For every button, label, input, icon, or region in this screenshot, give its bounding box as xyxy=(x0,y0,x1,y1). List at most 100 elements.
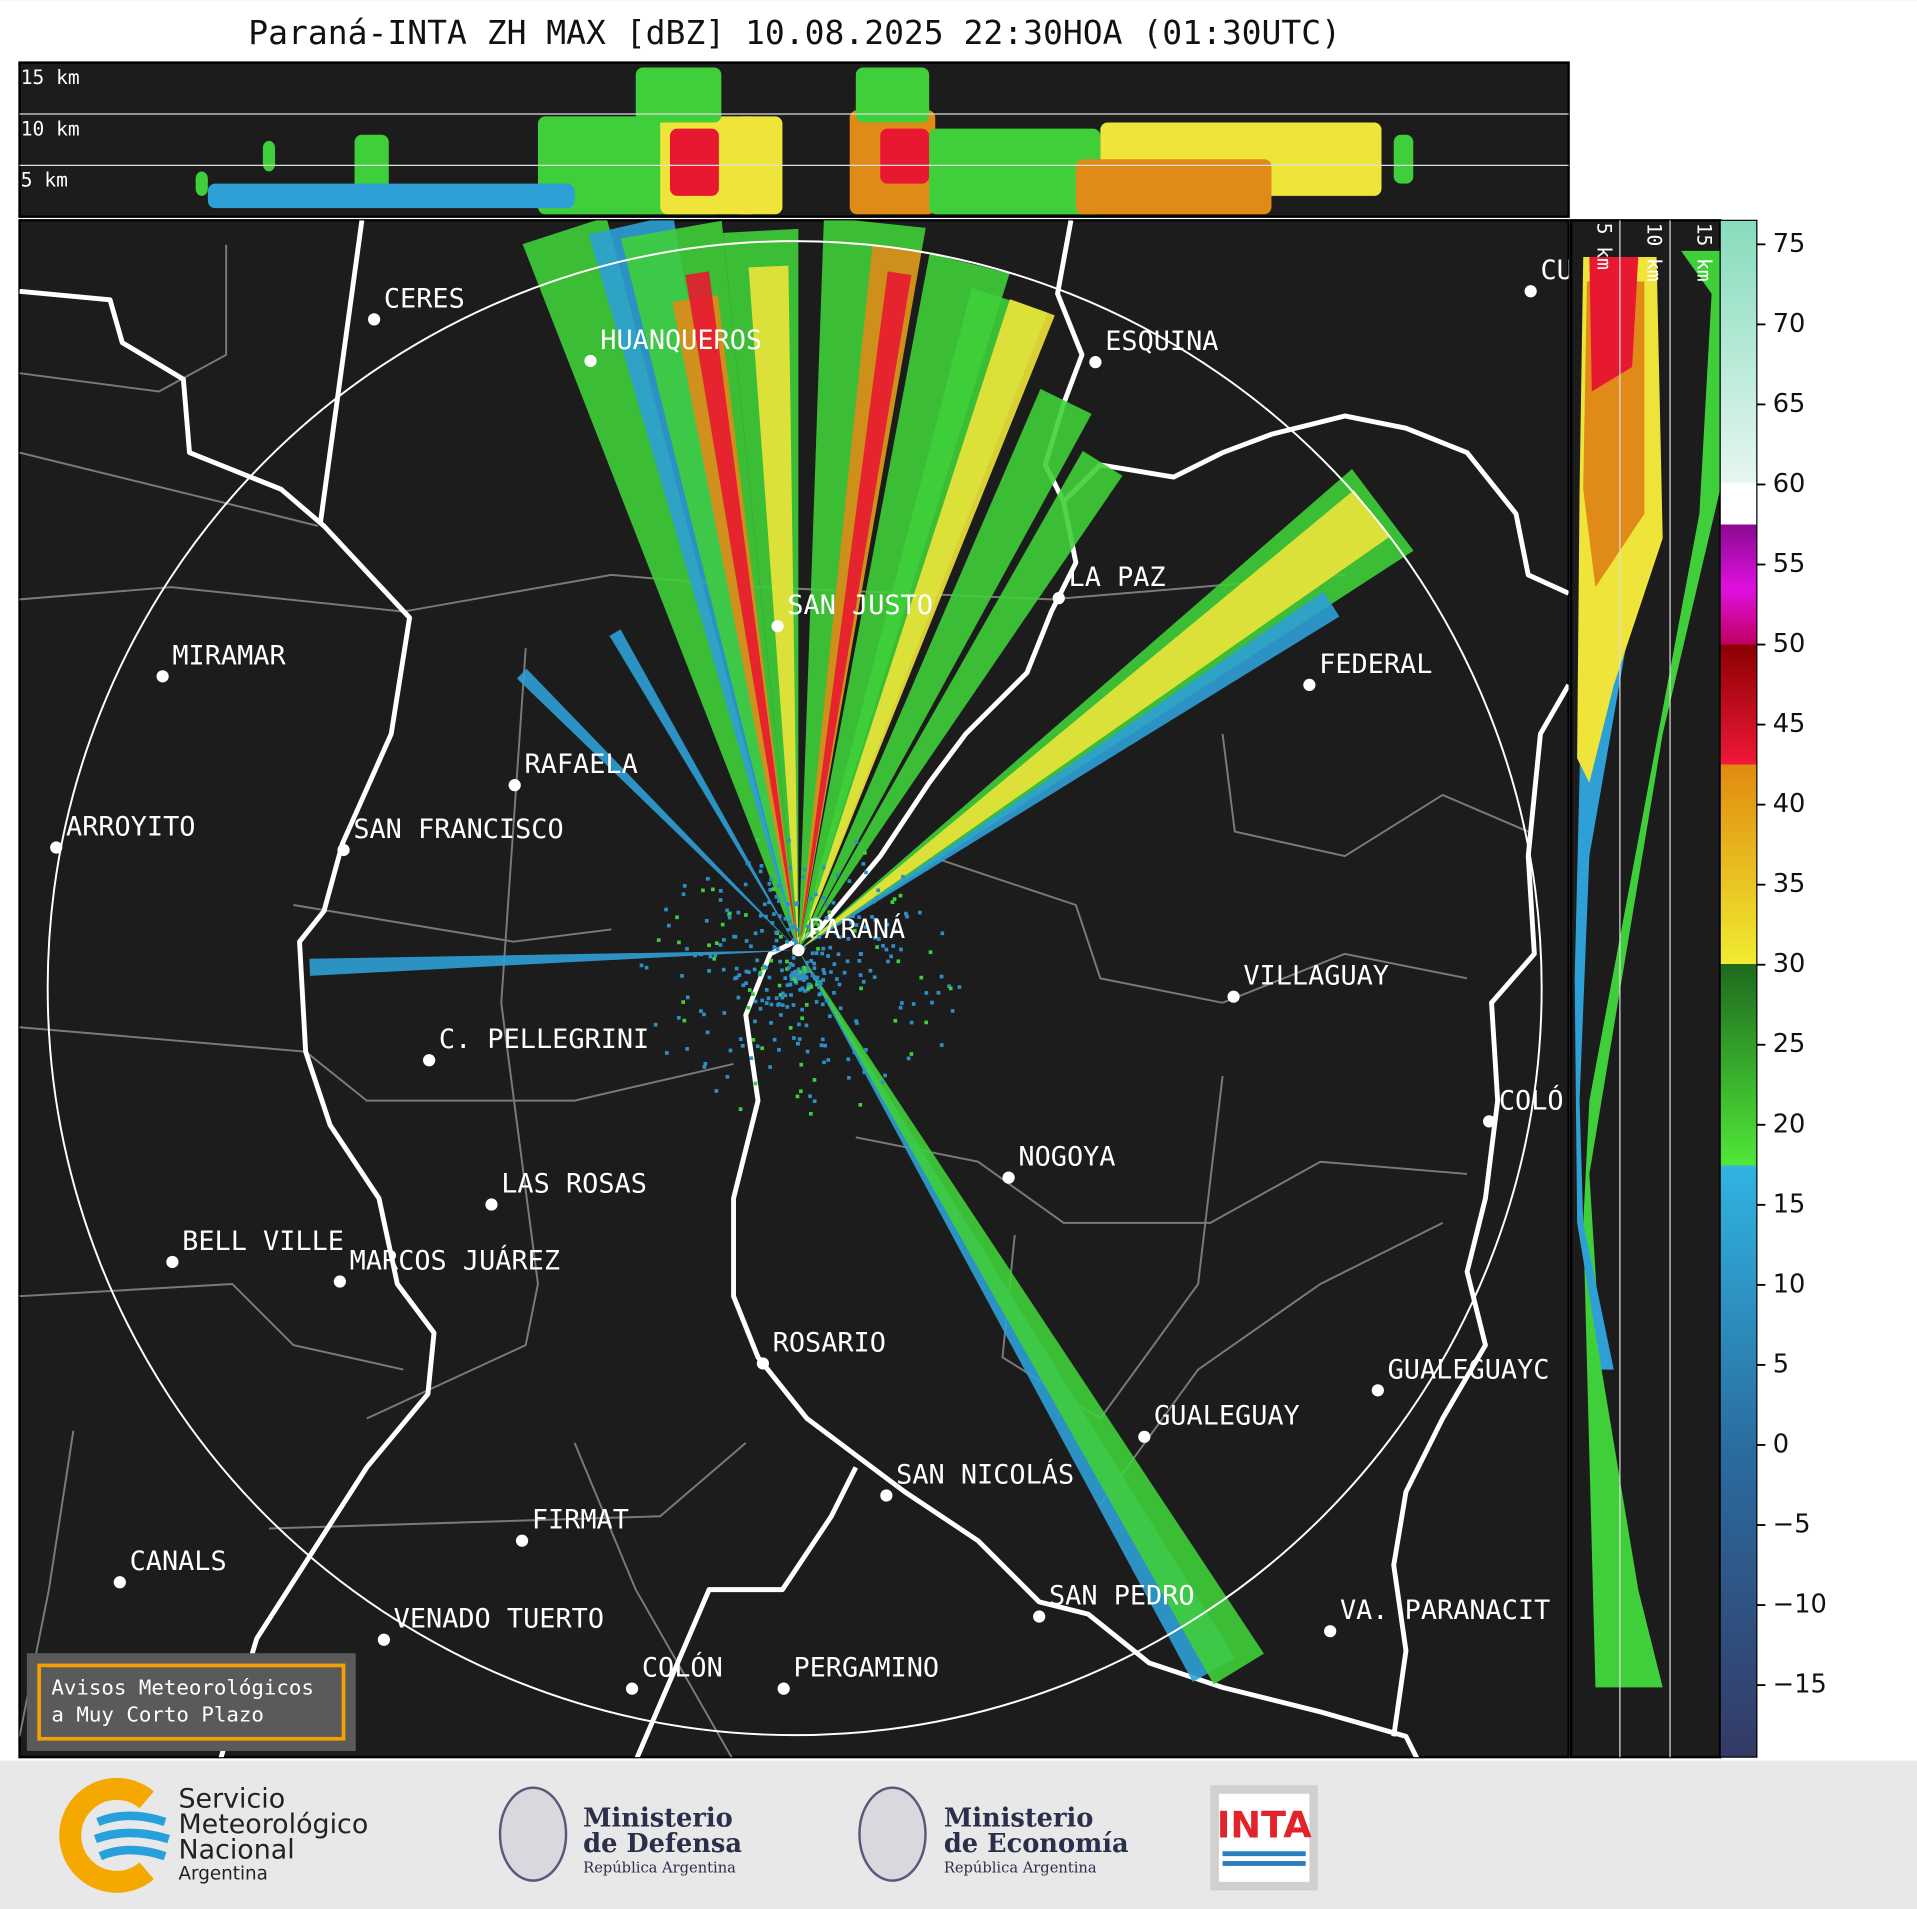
radar-pixel xyxy=(718,889,723,893)
colorbar-tick-label: 30 xyxy=(1773,949,1806,979)
city-label: SAN NICOLÁS xyxy=(896,1458,1074,1490)
radar-pixel xyxy=(772,912,776,916)
profile-echo xyxy=(880,128,930,184)
radar-pixel xyxy=(861,979,866,984)
radar-pixel xyxy=(822,971,827,976)
radar-ray xyxy=(516,668,799,951)
radar-pixel xyxy=(858,973,863,977)
radar-pixel xyxy=(906,1056,911,1061)
notice-text: Avisos Meteorológicos xyxy=(51,1676,314,1700)
radar-pixel xyxy=(744,981,748,986)
city-dot xyxy=(756,1357,770,1370)
radar-pixel xyxy=(798,987,802,992)
city-dot xyxy=(113,1576,126,1589)
radar-pixel xyxy=(760,928,764,933)
radar-pixel xyxy=(788,961,793,966)
city-label: RAFAELA xyxy=(524,749,637,780)
radar-pixel xyxy=(930,1000,934,1005)
radar-pixel xyxy=(779,934,783,939)
radar-pixel xyxy=(744,969,749,974)
radar-pixel xyxy=(796,967,801,972)
radar-ray xyxy=(672,294,799,951)
notice-border xyxy=(37,1663,346,1741)
radar-pixel xyxy=(803,989,808,993)
radar-pixel xyxy=(783,976,788,980)
radar-pixel xyxy=(817,985,821,989)
border xyxy=(19,244,228,393)
city-dot xyxy=(777,1682,790,1695)
radar-pixel xyxy=(877,937,881,941)
radar-pixel xyxy=(898,1005,903,1010)
height-label: 15 km xyxy=(21,66,80,89)
radar-pixel xyxy=(939,974,944,979)
radar-pixel xyxy=(676,1015,681,1020)
radar-pixel xyxy=(877,1083,882,1088)
radar-pixel xyxy=(675,915,679,920)
radar-pixel xyxy=(769,1021,773,1025)
radar-pixel xyxy=(831,900,836,905)
radar-pixel xyxy=(957,985,962,989)
radar-pixel xyxy=(924,1020,928,1025)
radar-pixel xyxy=(725,908,729,913)
radar-pixel xyxy=(854,923,859,927)
border xyxy=(19,1282,404,1371)
colorbar-tick-label: 45 xyxy=(1773,709,1806,739)
radar-pixel xyxy=(846,936,851,941)
radar-pixel xyxy=(736,910,741,915)
colorbar xyxy=(1719,219,1758,1758)
radar-pixel xyxy=(795,927,800,932)
radar-pixel xyxy=(767,900,771,905)
radar-pixel xyxy=(802,965,807,970)
logo-text: República Argentina xyxy=(944,1859,1097,1876)
radar-pixel xyxy=(798,974,802,979)
radar-pixel xyxy=(896,959,901,964)
profile-echo xyxy=(195,171,208,196)
city-dot xyxy=(771,620,784,633)
radar-pixel xyxy=(940,931,945,936)
radar-pixel xyxy=(702,1012,706,1017)
city-dot xyxy=(367,313,381,326)
smn-logo: Servicio Meteorológico Nacional Argentin… xyxy=(59,1777,368,1893)
radar-pixel xyxy=(904,911,908,916)
city-label: MARCOS JUÁREZ xyxy=(350,1244,560,1276)
radar-pixel xyxy=(785,959,789,964)
radar-pixel xyxy=(868,968,873,973)
smn-ring xyxy=(59,1777,154,1893)
radar-pixel xyxy=(758,1006,763,1011)
logo-text: Ministerio xyxy=(583,1803,733,1833)
radar-pixel xyxy=(846,1057,851,1062)
radar-pixel xyxy=(774,895,779,899)
radar-pixel xyxy=(767,881,772,886)
radar-pixel xyxy=(820,1002,825,1007)
colorbar-tick-label: 55 xyxy=(1773,549,1806,579)
city-dot xyxy=(1371,1384,1384,1397)
radar-pixel xyxy=(751,992,755,996)
radar-pixel xyxy=(821,978,826,982)
radar-pixel xyxy=(704,918,709,923)
profile-echo xyxy=(207,183,575,209)
radar-pixel xyxy=(939,1043,944,1047)
title: Paraná-INTA ZH MAX [dBZ] 10.08.2025 22:3… xyxy=(248,13,1341,52)
radar-pixel xyxy=(824,902,829,907)
radar-pixel xyxy=(777,899,781,903)
radar-pixel xyxy=(881,943,885,948)
radar-pixel xyxy=(924,991,929,995)
radar-pixel xyxy=(813,976,817,981)
radar-pixel xyxy=(745,861,750,866)
radar-pixel xyxy=(751,1037,756,1042)
radar-pixel xyxy=(693,953,697,958)
border xyxy=(573,1442,733,1758)
radar-ray xyxy=(798,388,1092,951)
radar-pixel xyxy=(806,986,811,991)
radar-pixel xyxy=(793,979,798,983)
radar-pixel xyxy=(855,1021,859,1025)
radar-pixel xyxy=(859,986,863,991)
radar-pixel xyxy=(665,1051,669,1055)
radar-pixel xyxy=(919,975,924,980)
radar-pixel xyxy=(838,935,842,940)
radar-pixel xyxy=(813,916,818,921)
radar-pixel xyxy=(815,929,820,933)
height-label: 5 km xyxy=(1592,223,1615,270)
radar-pixel xyxy=(786,902,791,907)
